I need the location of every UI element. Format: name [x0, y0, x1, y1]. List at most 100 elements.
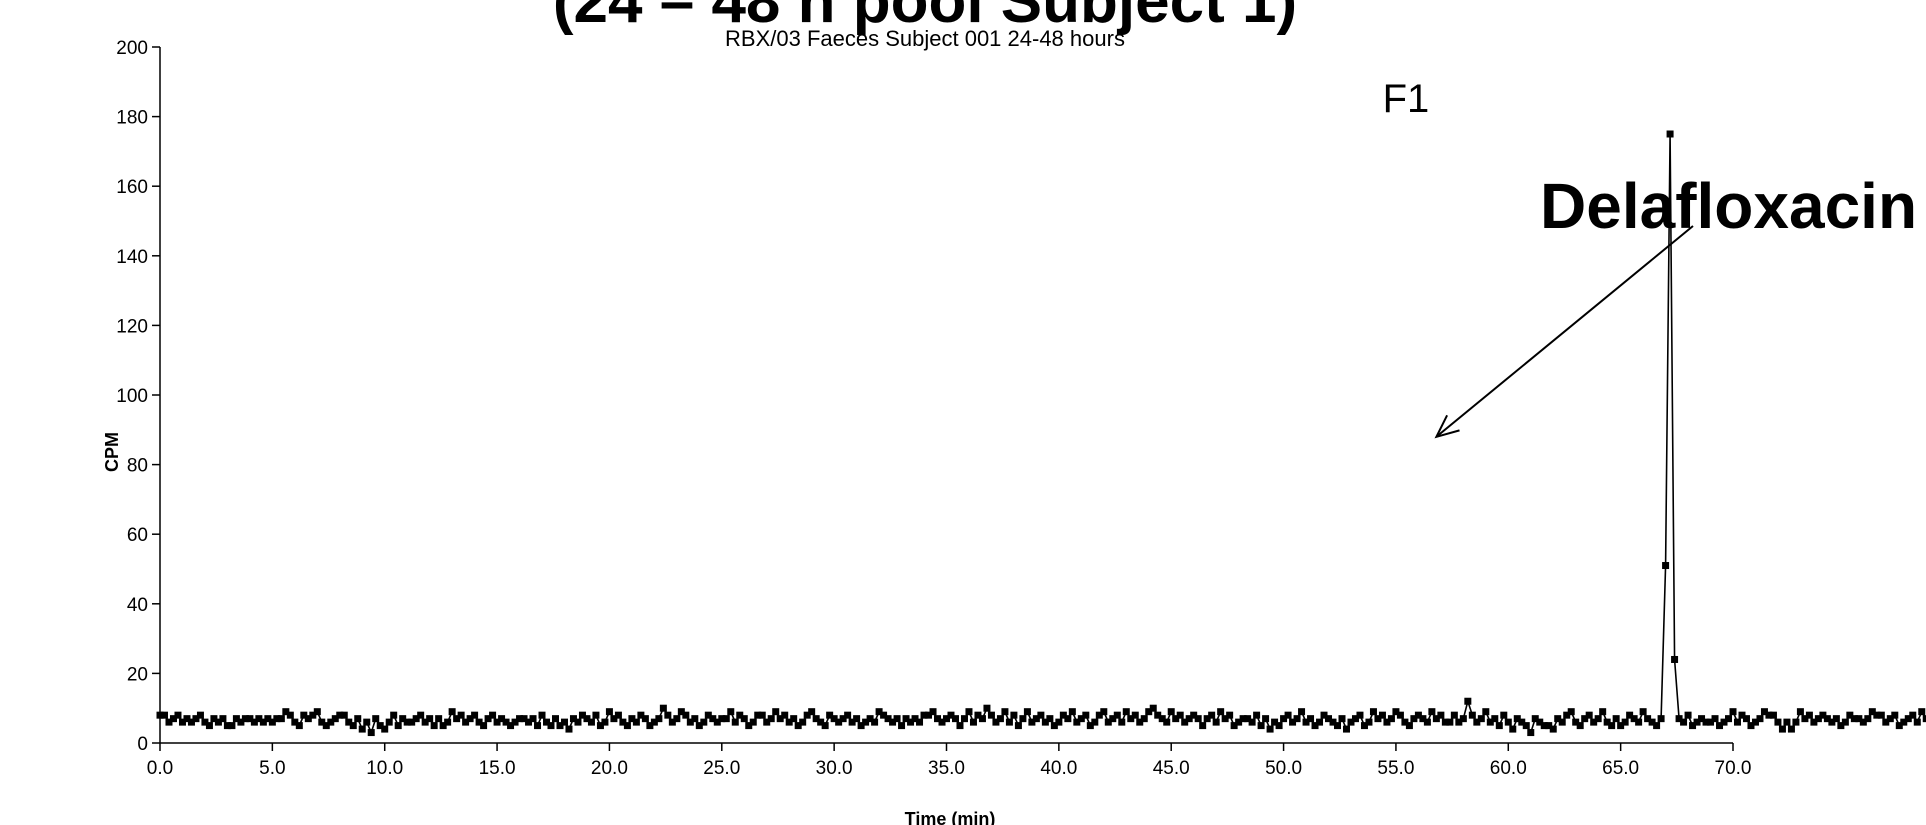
x-tick-label: 40.0	[1040, 758, 1077, 779]
data-point	[1284, 711, 1292, 719]
data-point	[1059, 711, 1067, 719]
data-point	[1257, 722, 1265, 730]
y-tick-label: 180	[116, 108, 148, 129]
data-point	[1405, 722, 1413, 730]
data-point	[596, 722, 604, 730]
data-point	[1671, 655, 1679, 663]
data-point	[1019, 715, 1027, 723]
data-point	[560, 718, 568, 726]
data-point	[1320, 711, 1328, 719]
data-point	[1805, 711, 1813, 719]
data-point	[974, 711, 982, 719]
data-point	[691, 715, 699, 723]
data-point	[1774, 718, 1782, 726]
data-point	[799, 718, 807, 726]
data-point	[1621, 718, 1629, 726]
x-tick-label: 20.0	[591, 758, 628, 779]
data-point	[1082, 711, 1090, 719]
data-point	[1158, 715, 1166, 723]
y-tick-label: 100	[116, 386, 148, 407]
data-point	[1459, 715, 1467, 723]
data-point	[1644, 715, 1652, 723]
data-point	[731, 718, 739, 726]
data-point	[1104, 718, 1112, 726]
data-point	[1167, 708, 1175, 716]
data-point	[749, 718, 757, 726]
y-tick-label: 160	[116, 177, 148, 198]
data-point	[1392, 708, 1400, 716]
data-point	[1266, 725, 1274, 733]
data-point	[1554, 715, 1562, 723]
data-point	[304, 715, 312, 723]
data-point	[1298, 708, 1306, 716]
data-point	[520, 715, 528, 723]
data-point	[1756, 715, 1764, 723]
data-point	[1599, 708, 1607, 716]
data-point	[205, 722, 213, 730]
data-point	[1149, 704, 1157, 712]
data-point	[1010, 711, 1018, 719]
data-point	[1617, 722, 1625, 730]
data-point	[1581, 715, 1589, 723]
data-point	[1073, 718, 1081, 726]
data-point	[493, 718, 501, 726]
data-point	[1414, 711, 1422, 719]
data-point	[1837, 722, 1845, 730]
data-point	[255, 715, 263, 723]
y-tick-label: 80	[127, 456, 148, 477]
data-point	[1680, 718, 1688, 726]
data-point	[1374, 715, 1382, 723]
data-point	[826, 711, 834, 719]
data-point	[1275, 722, 1283, 730]
data-point	[736, 711, 744, 719]
x-tick-label: 5.0	[259, 758, 285, 779]
data-point	[1190, 711, 1198, 719]
data-point	[1702, 718, 1710, 726]
data-point	[516, 715, 524, 723]
data-point	[219, 715, 227, 723]
data-point	[426, 715, 434, 723]
data-point	[174, 711, 182, 719]
data-point	[623, 722, 631, 730]
data-point	[965, 708, 973, 716]
data-point	[1823, 715, 1831, 723]
callout-arrow	[1435, 225, 1694, 438]
data-point	[1904, 715, 1912, 723]
data-point	[565, 725, 573, 733]
data-point	[1814, 715, 1822, 723]
data-point	[201, 718, 209, 726]
data-point	[664, 711, 672, 719]
data-point	[1410, 715, 1418, 723]
data-point	[421, 718, 429, 726]
data-point	[673, 715, 681, 723]
data-point	[1895, 722, 1903, 730]
data-point	[475, 718, 483, 726]
data-point	[363, 718, 371, 726]
data-point	[727, 708, 735, 716]
data-point	[857, 722, 865, 730]
data-point	[1203, 715, 1211, 723]
data-point	[1091, 718, 1099, 726]
data-point	[1747, 722, 1755, 730]
data-point	[1432, 715, 1440, 723]
data-point	[767, 715, 775, 723]
heading-fragment: (24 – 48 h pool Subject 1)	[553, 0, 1297, 36]
data-point	[385, 718, 393, 726]
data-point	[1468, 711, 1476, 719]
data-point	[1334, 722, 1341, 730]
data-point	[601, 718, 609, 726]
y-tick-label: 120	[116, 316, 148, 337]
y-tick-label: 60	[127, 525, 148, 546]
data-point	[390, 711, 398, 719]
data-point	[821, 722, 829, 730]
data-point	[1689, 722, 1697, 730]
data-point	[480, 722, 488, 730]
data-point	[1738, 711, 1746, 719]
data-point	[295, 722, 303, 730]
data-point	[1792, 718, 1800, 726]
data-point	[187, 718, 195, 726]
data-point	[709, 715, 717, 723]
data-point	[1316, 718, 1324, 726]
data-point	[1491, 715, 1499, 723]
